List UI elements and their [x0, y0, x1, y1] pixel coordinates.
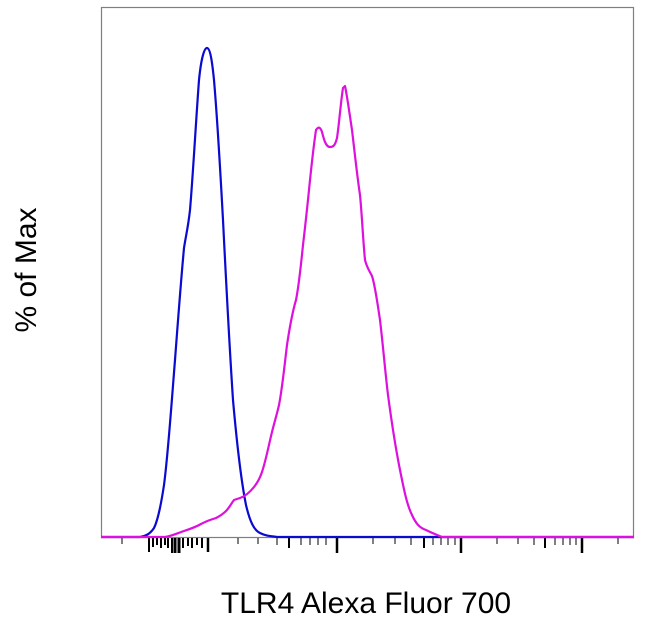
y-axis-label: % of Max: [10, 207, 43, 333]
x-axis-ticks: [121, 538, 619, 553]
series-isotype-control-line: [101, 46, 634, 539]
x-axis-label: TLR4 Alexa Fluor 700: [220, 587, 512, 620]
series-tlr4-stained-line: [101, 84, 634, 539]
